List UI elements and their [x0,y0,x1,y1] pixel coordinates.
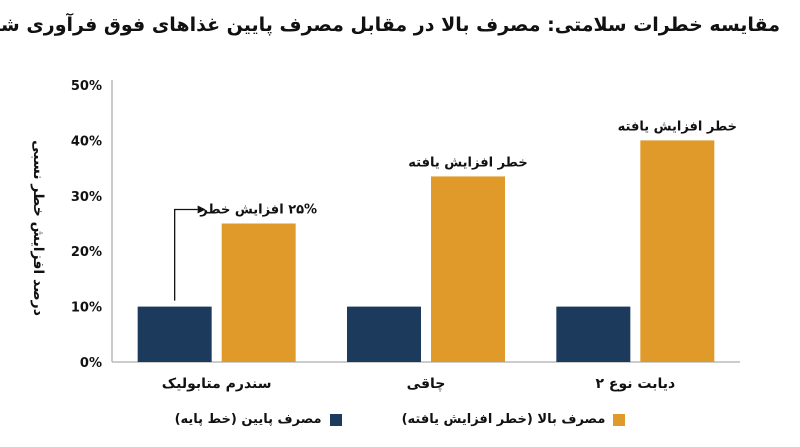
bar-high [221,223,296,362]
y-tick-label: 20% [71,245,102,260]
annotation-label: ۲۵% افزایش خطر [199,203,317,218]
bar-low [556,306,631,362]
legend-label-high: مصرف بالا (خطر افزایش یافته) [401,412,606,427]
bar-low [347,306,421,362]
legend-item-low: مصرف پایین (خط پایه) [175,412,342,427]
legend: مصرف بالا (خطر افزایش یافته) مصرف پایین … [0,412,800,427]
legend-swatch-low [329,413,342,426]
annotation-label: خطر افزایش یافته [618,119,737,134]
legend-label-low: مصرف پایین (خط پایه) [174,412,322,427]
y-tick-label: 0% [80,356,102,371]
y-tick-label: 30% [71,190,102,205]
x-tick-label: چاقی [407,376,446,392]
x-tick-label: سندرم متابولیک [162,376,272,392]
x-tick-label: دیابت نوع ۲ [595,376,675,392]
bar-high [431,176,505,362]
y-tick-label: 50% [71,79,102,94]
legend-swatch-high [613,413,626,426]
annotation-label: خطر افزایش یافته [408,155,527,170]
annotation-arrow-head [197,205,206,214]
chart-title: مقایسه خطرات سلامتی: مصرف بالا در مقابل … [0,14,780,36]
legend-item-high: مصرف بالا (خطر افزایش یافته) [402,412,626,427]
bar-high [640,140,715,362]
bar-low [137,306,212,362]
y-tick-label: 10% [71,301,102,316]
y-tick-label: 40% [71,134,102,149]
annotation-arrow-line [174,208,198,301]
